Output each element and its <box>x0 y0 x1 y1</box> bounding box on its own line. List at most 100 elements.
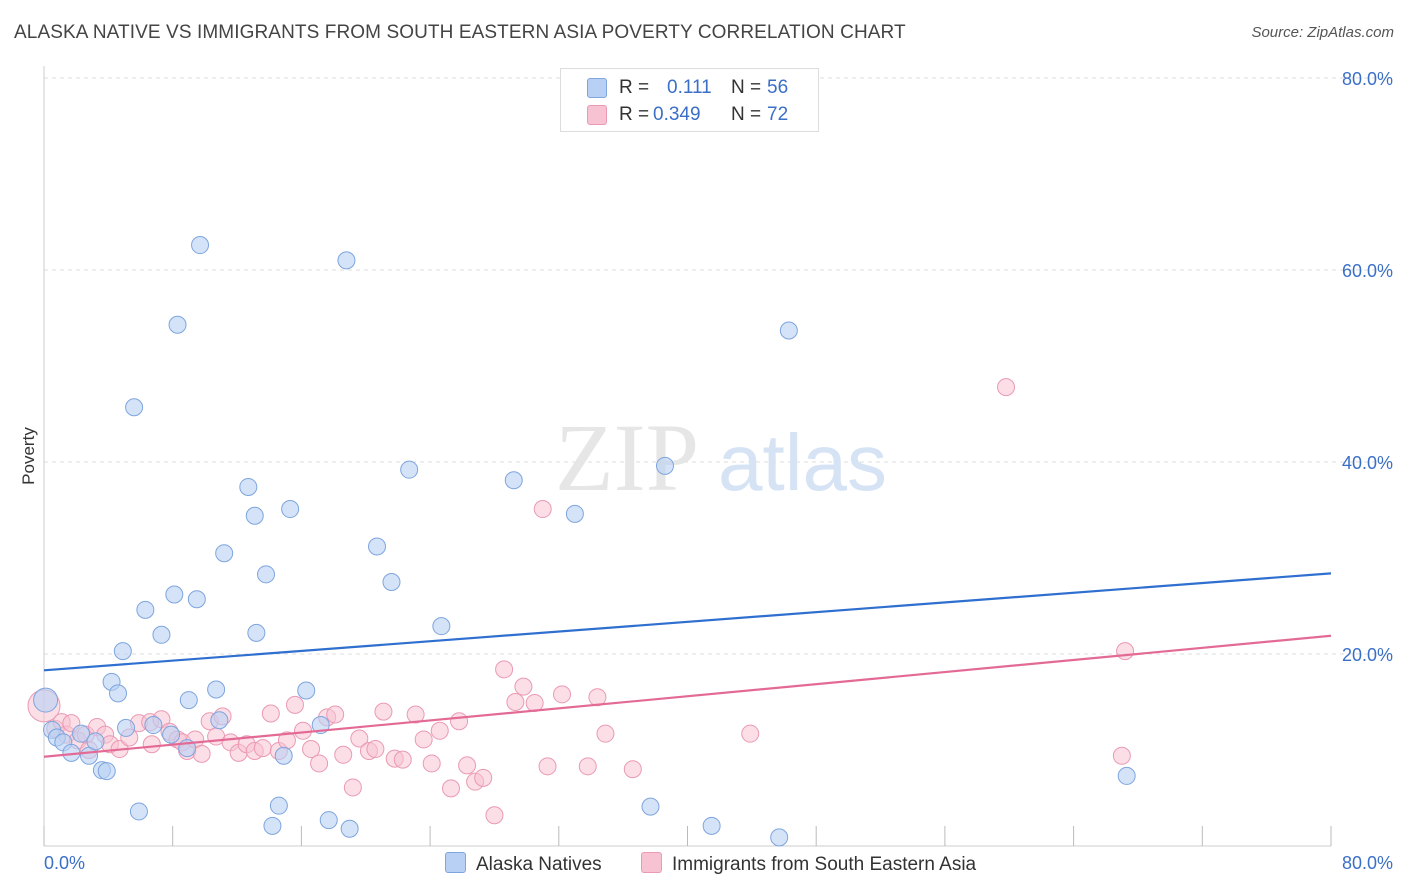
data-point-immigrants <box>596 724 615 743</box>
data-point-immigrants <box>495 660 514 679</box>
data-point-alaska-natives <box>247 623 266 642</box>
data-point-alaska-natives <box>504 471 523 490</box>
data-point-alaska-natives <box>33 687 59 713</box>
legend-n-value: 72 <box>767 104 789 125</box>
legend-swatch-pink <box>641 852 662 873</box>
data-point-immigrants <box>343 778 362 797</box>
data-point-immigrants <box>578 757 597 776</box>
data-point-alaska-natives <box>152 625 171 644</box>
data-point-alaska-natives <box>72 724 91 743</box>
data-point-alaska-natives <box>191 236 210 255</box>
data-point-immigrants <box>406 705 425 724</box>
stats-legend: R = 0.111 N = 56 R = 0.349 N = 72 <box>560 68 819 132</box>
data-point-immigrants <box>366 740 385 759</box>
data-point-alaska-natives <box>281 500 300 519</box>
data-point-alaska-natives <box>702 816 721 835</box>
data-point-alaska-natives <box>337 251 356 270</box>
data-point-immigrants <box>1112 746 1131 765</box>
data-point-alaska-natives <box>655 456 674 475</box>
data-point-alaska-natives <box>770 828 789 847</box>
legend-swatch-blue <box>445 852 466 873</box>
data-point-alaska-natives <box>136 600 155 619</box>
watermark-zip: ZIP <box>555 404 699 511</box>
data-point-alaska-natives <box>165 585 184 604</box>
data-point-immigrants <box>422 754 441 773</box>
legend-r-value: 0.349 <box>653 104 701 125</box>
data-point-alaska-natives <box>97 762 116 781</box>
data-point-immigrants <box>142 735 161 754</box>
data-point-alaska-natives <box>565 504 584 523</box>
data-point-immigrants <box>430 721 449 740</box>
data-point-alaska-natives <box>86 732 105 751</box>
data-point-alaska-natives <box>239 477 258 496</box>
data-point-immigrants <box>374 702 393 721</box>
source-credit: Source: ZipAtlas.com <box>1251 24 1394 41</box>
data-point-alaska-natives <box>210 711 229 730</box>
watermark-atlas: atlas <box>718 418 887 507</box>
legend-label-alaska-natives: Alaska Natives <box>476 854 602 875</box>
data-point-immigrants <box>623 760 642 779</box>
data-point-alaska-natives <box>340 819 359 838</box>
data-point-alaska-natives <box>168 315 187 334</box>
data-point-alaska-natives <box>779 321 798 340</box>
data-point-immigrants <box>538 757 557 776</box>
data-point-immigrants <box>997 378 1016 397</box>
data-point-alaska-natives <box>109 684 128 703</box>
data-point-alaska-natives <box>215 544 234 563</box>
data-point-immigrants <box>450 712 469 731</box>
legend-item-immigrants: Immigrants from South Eastern Asia <box>641 852 976 876</box>
data-point-immigrants <box>393 750 412 769</box>
data-point-immigrants <box>285 695 304 714</box>
y-tick-label: 40.0% <box>1342 453 1393 473</box>
legend-r-value: 0.111 <box>667 77 712 98</box>
data-point-alaska-natives <box>368 537 387 556</box>
data-point-alaska-natives <box>117 718 136 737</box>
data-point-immigrants <box>326 705 345 724</box>
data-point-immigrants <box>458 756 477 775</box>
legend-r-label: R = <box>619 104 650 125</box>
data-point-immigrants <box>474 768 493 787</box>
data-point-immigrants <box>514 677 533 696</box>
data-point-immigrants <box>261 704 280 723</box>
data-point-immigrants <box>533 500 552 519</box>
y-tick-label: 20.0% <box>1342 645 1393 665</box>
data-point-alaska-natives <box>245 506 264 525</box>
data-point-immigrants <box>253 739 272 758</box>
legend-item-alaska-natives: Alaska Natives <box>445 852 602 876</box>
watermark: ZIP atlas <box>555 404 887 511</box>
legend-swatch-pink <box>587 105 607 125</box>
data-point-alaska-natives <box>382 573 401 591</box>
data-point-immigrants <box>525 693 544 712</box>
data-point-alaska-natives <box>187 590 206 609</box>
data-point-alaska-natives <box>297 681 316 700</box>
data-point-alaska-natives <box>162 725 181 744</box>
data-point-alaska-natives <box>641 797 660 816</box>
data-point-immigrants <box>506 693 525 711</box>
y-tick-label: 60.0% <box>1342 261 1393 281</box>
gridlines <box>44 77 1392 655</box>
data-point-immigrants <box>302 740 321 759</box>
data-point-alaska-natives <box>257 565 276 584</box>
legend-label-immigrants: Immigrants from South Eastern Asia <box>672 854 977 875</box>
data-point-alaska-natives <box>125 398 144 417</box>
data-point-immigrants <box>442 779 461 798</box>
data-point-immigrants <box>741 724 760 743</box>
data-point-immigrants <box>334 745 353 764</box>
x-tick-label-min: 0.0% <box>44 853 85 873</box>
legend-swatch-blue <box>587 78 607 98</box>
data-point-alaska-natives <box>1117 766 1136 785</box>
legend-n-label: N = <box>731 77 762 98</box>
data-point-immigrants <box>310 754 329 773</box>
data-point-alaska-natives <box>269 796 288 815</box>
data-point-alaska-natives <box>144 716 163 735</box>
data-point-alaska-natives <box>207 680 226 699</box>
y-axis-label: Poverty <box>19 427 38 485</box>
data-point-alaska-natives <box>319 811 338 830</box>
data-point-immigrants <box>414 730 433 749</box>
legend-r-label: R = <box>619 77 650 98</box>
data-point-alaska-natives <box>129 802 148 821</box>
data-point-immigrants <box>553 685 572 704</box>
chart-title: ALASKA NATIVE VS IMMIGRANTS FROM SOUTH E… <box>14 22 906 43</box>
data-point-immigrants <box>1116 642 1135 661</box>
